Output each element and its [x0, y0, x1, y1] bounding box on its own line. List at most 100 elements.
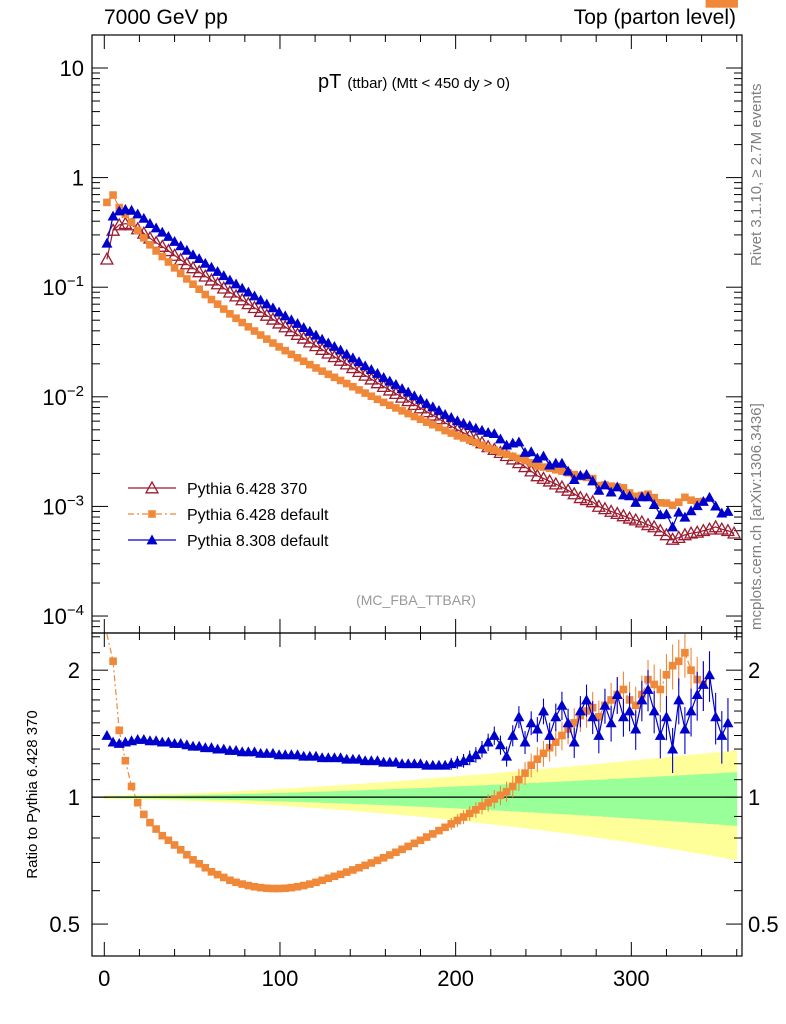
ratio-point — [249, 746, 260, 757]
y-tick-label: 1 — [72, 166, 84, 191]
data-point — [353, 356, 365, 367]
y-tick-label: 10−2 — [42, 383, 84, 410]
ratio-point — [183, 850, 191, 859]
data-point — [361, 389, 369, 397]
data-point — [650, 493, 658, 502]
legend-marker — [146, 534, 158, 545]
data-point — [333, 353, 348, 366]
ratio-point — [410, 839, 419, 848]
data-point — [410, 412, 419, 421]
data-point — [310, 329, 322, 340]
data-point — [345, 360, 360, 374]
ratio-point — [605, 717, 617, 728]
data-point — [238, 318, 247, 327]
data-point — [365, 364, 377, 375]
ratio-point — [262, 884, 271, 893]
data-point — [210, 276, 225, 290]
data-point — [278, 319, 293, 333]
energy-label: 7000 GeV pp — [104, 6, 228, 29]
ratio-point — [140, 810, 148, 819]
data-point — [668, 501, 677, 510]
ratio-point — [654, 729, 666, 740]
ratio-point — [170, 841, 179, 849]
data-point — [279, 310, 291, 321]
rivet-label: Rivet 3.1.10, ≥ 2.7M events — [748, 83, 765, 267]
data-point — [665, 532, 680, 545]
data-point — [622, 510, 637, 524]
data-point — [616, 508, 631, 522]
y-tick-label: 10−3 — [42, 492, 84, 519]
data-point — [161, 243, 176, 257]
data-point — [408, 390, 420, 401]
ratio-point — [650, 680, 658, 689]
data-point — [146, 241, 154, 249]
ratio-point — [624, 705, 636, 716]
ratio-point — [513, 711, 525, 722]
data-point — [593, 484, 605, 495]
data-point — [441, 426, 449, 435]
data-point — [287, 350, 296, 359]
data-point — [585, 494, 600, 508]
ratio-point — [470, 749, 482, 760]
ratio-point — [494, 739, 506, 750]
data-point — [568, 474, 580, 485]
ratio-point — [447, 820, 456, 828]
ratio-point — [607, 696, 615, 704]
data-point — [478, 441, 486, 450]
ratio-point — [636, 694, 648, 705]
ratio-point — [162, 736, 174, 747]
data-point — [271, 315, 287, 329]
data-point — [267, 302, 279, 313]
ratio-point — [724, 0, 732, 8]
data-point — [427, 401, 439, 412]
ratio-point — [336, 870, 345, 879]
data-point — [605, 486, 617, 497]
data-point — [249, 290, 260, 301]
ratio-point — [593, 729, 605, 740]
ratio-point — [250, 882, 259, 891]
ratio-point — [181, 739, 193, 750]
ratio-point — [146, 818, 154, 827]
x-tick-label: 200 — [437, 966, 474, 991]
ratio-point — [207, 868, 216, 876]
ratio-point — [226, 876, 234, 885]
legend-label: Pythia 6.428 default — [187, 507, 329, 524]
data-point — [226, 310, 234, 318]
ratio-point — [459, 813, 468, 821]
data-point — [152, 247, 160, 255]
data-point — [207, 295, 216, 304]
ratio-point — [335, 752, 347, 763]
ratio-point — [355, 863, 363, 872]
ratio-point — [281, 884, 290, 893]
data-point — [181, 244, 193, 255]
data-point — [235, 292, 250, 306]
legend-marker — [144, 480, 160, 494]
data-point — [539, 463, 548, 471]
data-point — [256, 331, 265, 339]
data-point — [429, 420, 437, 429]
data-point — [702, 521, 717, 535]
data-point — [328, 341, 340, 351]
data-point — [542, 473, 557, 487]
data-point — [404, 409, 413, 418]
ratio-point — [219, 873, 228, 882]
x-tick-label: 300 — [613, 966, 650, 991]
data-point — [521, 456, 529, 465]
data-point — [494, 433, 506, 444]
data-point — [527, 459, 535, 467]
ratio-point — [415, 758, 427, 769]
ratio-point — [193, 740, 205, 751]
data-point — [382, 382, 397, 396]
ratio-point — [390, 756, 402, 767]
data-point — [530, 468, 545, 482]
ratio-frame — [91, 632, 743, 957]
ratio-point — [496, 791, 505, 800]
data-point — [396, 383, 408, 394]
ratio-point — [568, 736, 580, 747]
data-point — [158, 252, 167, 261]
data-point — [567, 486, 582, 500]
data-point — [722, 505, 734, 516]
data-point — [169, 235, 181, 246]
data-point — [236, 282, 248, 293]
ratio-point — [581, 694, 593, 705]
